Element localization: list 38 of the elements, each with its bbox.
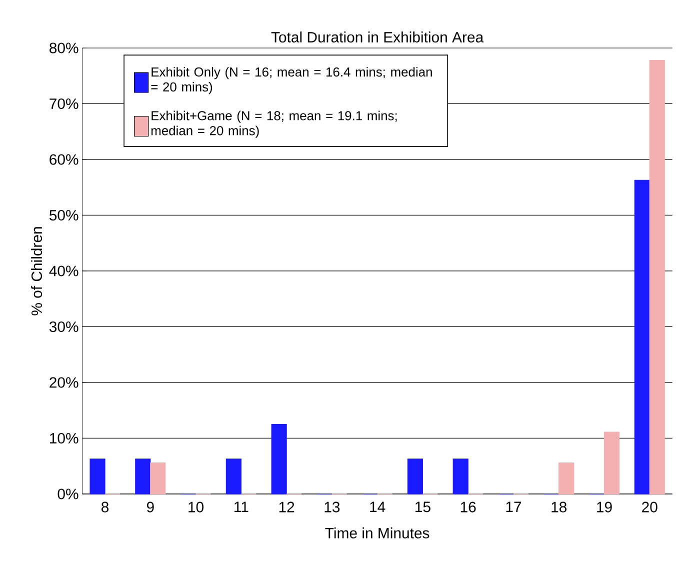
- bar: [90, 458, 106, 494]
- bar: [150, 462, 166, 494]
- chart-title: Total Duration in Exhibition Area: [271, 32, 484, 42]
- x-tick-label: 16: [460, 502, 476, 512]
- bar: [634, 180, 650, 494]
- x-axis-title: Time in Minutes: [325, 527, 430, 538]
- y-tick-label: 30%: [49, 321, 78, 332]
- bar: [604, 432, 620, 494]
- y-tick-label: 70%: [50, 98, 78, 110]
- x-tick-label: 9: [146, 502, 154, 512]
- bar: [271, 424, 287, 494]
- x-tick-label: 20: [642, 502, 658, 512]
- x-tick-label: 14: [370, 502, 386, 512]
- y-tick-label: 10%: [50, 432, 78, 444]
- x-tick-label: 18: [552, 502, 567, 512]
- y-tick-label: 60%: [50, 154, 78, 165]
- y-tick-label: 80%: [50, 42, 78, 54]
- bar: [226, 458, 242, 494]
- legend-label: Exhibit Only (N = 16; mean = 16.4 mins; median = 20 mins): [151, 67, 432, 94]
- bar: [558, 462, 574, 494]
- y-tick-label: 40%: [49, 266, 78, 276]
- bar: [452, 458, 468, 494]
- x-tick-label: 11: [234, 502, 248, 512]
- bar: [649, 60, 665, 494]
- y-axis-title: % of Children: [31, 227, 42, 316]
- x-tick-label: 19: [597, 502, 612, 512]
- x-tick-label: 8: [102, 502, 109, 512]
- x-tick-label: 13: [324, 502, 340, 512]
- y-tick-label: 20%: [50, 377, 78, 388]
- legend-label: Exhibit+Game (N = 18; mean = 19.1 mins; median = 20 mins): [151, 110, 397, 138]
- bar: [135, 458, 151, 494]
- x-tick-label: 15: [416, 502, 430, 512]
- x-tick-label: 12: [279, 502, 294, 512]
- x-tick-label: 17: [506, 502, 522, 512]
- y-tick-label: 50%: [49, 210, 78, 221]
- bar: [407, 458, 423, 494]
- x-tick-label: 10: [188, 502, 204, 512]
- y-tick-label: 0%: [58, 488, 78, 500]
